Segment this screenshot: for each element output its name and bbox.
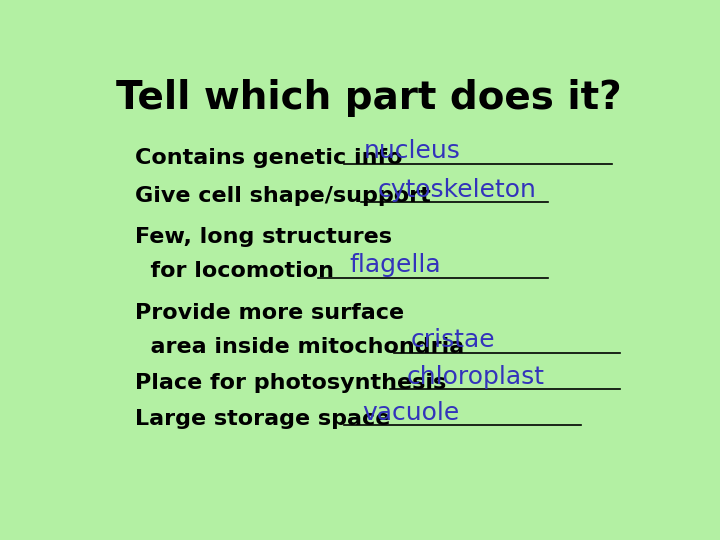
Text: nucleus: nucleus [364, 139, 460, 163]
Text: Give cell shape/support: Give cell shape/support [135, 186, 431, 206]
Text: Tell which part does it?: Tell which part does it? [116, 79, 622, 117]
Text: Large storage space: Large storage space [135, 409, 390, 429]
Text: Few, long structures: Few, long structures [135, 227, 392, 247]
Text: cytoskeleton: cytoskeleton [377, 178, 536, 201]
Text: Place for photosynthesis: Place for photosynthesis [135, 373, 446, 393]
Text: area inside mitochondria: area inside mitochondria [135, 337, 464, 357]
Text: chloroplast: chloroplast [407, 364, 545, 389]
Text: vacuole: vacuole [362, 401, 459, 425]
Text: for locomotion: for locomotion [135, 261, 333, 281]
Text: flagella: flagella [349, 253, 441, 277]
Text: cristae: cristae [411, 328, 495, 353]
Text: Provide more surface: Provide more surface [135, 303, 404, 323]
Text: Contains genetic info: Contains genetic info [135, 148, 402, 168]
